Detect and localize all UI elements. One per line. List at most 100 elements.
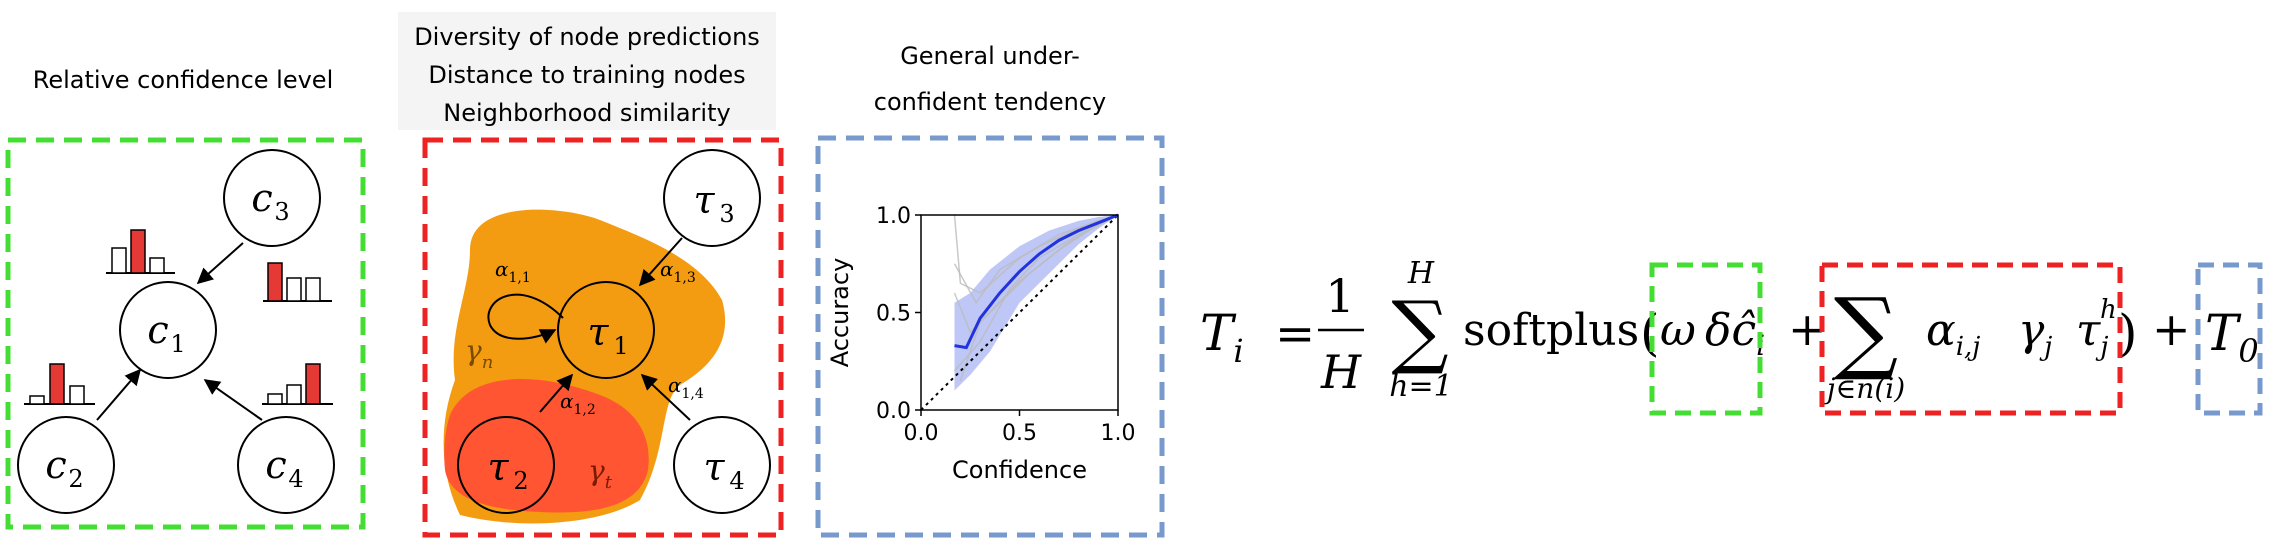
node-c3-sub: 3 [274, 198, 289, 226]
grey-curve-4 [959, 214, 1119, 381]
y-tick-label-2: 1.0 [876, 204, 911, 229]
x-tick-label-0: 0.0 [904, 421, 939, 446]
histogram-c4 [262, 363, 333, 405]
panel-underconfident: General under- confident tendency 0.00.0… [815, 42, 1165, 538]
svg-text:c: c [251, 176, 272, 220]
formula-alpha: αi,j [1926, 305, 1980, 362]
edge-c3-c1 [196, 242, 244, 285]
panel3-title-line1: General under- [900, 42, 1080, 70]
x-tick-label-1: 0.5 [1002, 421, 1037, 446]
svg-text:τ: τ [587, 310, 609, 354]
region-label-gamma-n: γn [465, 334, 493, 373]
svg-text:4: 4 [288, 465, 303, 493]
node-tau3-sub: 3 [719, 200, 734, 228]
svg-text:τ: τ [487, 445, 509, 489]
edge-label-alpha-12: α1,2 [560, 389, 596, 418]
node-tau3: τ 3 [663, 149, 761, 247]
svg-text:τ: τ [693, 178, 715, 222]
x-axis-label: Confidence [952, 456, 1087, 484]
panel1-title: Relative confidence level [33, 66, 334, 94]
y-tick-label-0: 0.0 [876, 399, 911, 424]
edge-tau3-tau1 [638, 237, 683, 287]
formula-tau-sup: h [2100, 295, 2117, 325]
formula-lhs: Ti [1200, 304, 1244, 370]
panel2-title-line1: Diversity of node predictions [414, 23, 760, 51]
panel-diversity: Diversity of node predictions Distance t… [398, 12, 784, 538]
panel3-dashed-box [815, 135, 1165, 538]
node-c2-sub: 2 [68, 465, 83, 493]
grey-curve-3 [953, 214, 1119, 305]
node-tau4: τ 4 [673, 416, 771, 514]
formula-frac-num: 1 [1325, 269, 1354, 323]
formula: Ti = 1 H H ∑ h=1 softplus ( ω δĉi + ∑ j∈… [1200, 256, 2263, 416]
formula-plus2: + [2152, 302, 2191, 356]
formula-sum2-sigma: ∑ [1834, 279, 1898, 384]
edge-label-alpha-13: α1,3 [660, 257, 696, 286]
node-tau4-sub: 4 [729, 467, 744, 495]
edge-label-alpha-14: α1,4 [668, 373, 704, 402]
svg-text:4: 4 [729, 467, 744, 495]
panel2-title-line3: Neighborhood similarity [443, 99, 730, 127]
node-c4-base: c [265, 443, 286, 487]
svg-text:1: 1 [613, 332, 628, 360]
panel-relative-confidence: Relative confidence level c 1 c 2 c 3 c … [5, 66, 366, 530]
panel2-title-background [398, 12, 776, 130]
formula-softplus: softplus [1463, 305, 1639, 356]
mean-calibration-curve [954, 213, 1119, 350]
edge-c2-c1 [96, 368, 142, 421]
svg-text:3: 3 [274, 198, 289, 226]
node-tau2-sub: 2 [513, 467, 528, 495]
node-tau3-base: τ [693, 178, 715, 222]
node-c4-sub: 4 [288, 465, 303, 493]
histogram-c2 [24, 363, 95, 405]
calibration-chart: 0.00.0 0.5 0.5 1.0 1.0 Confidence Accuracy [826, 204, 1136, 484]
formula-delta: δĉi [1705, 305, 1765, 362]
svg-text:c: c [265, 443, 286, 487]
region-label-gamma-t: γt [588, 454, 613, 493]
inner-training-region [444, 379, 649, 513]
node-c1-base: c [147, 308, 168, 352]
svg-text:τ: τ [703, 445, 725, 489]
svg-text:2: 2 [68, 465, 83, 493]
formula-box-blue [2195, 262, 2263, 416]
node-tau2-base: τ [487, 445, 509, 489]
node-c1-sub: 1 [170, 330, 185, 358]
formula-omega: ω [1660, 305, 1696, 356]
formula-equals: = [1275, 306, 1315, 362]
perfect-calibration-diagonal [920, 214, 1119, 411]
node-c1: c 1 [119, 281, 217, 379]
node-c2: c 2 [17, 416, 115, 514]
x-tick-label-2: 1.0 [1101, 421, 1136, 446]
chart-frame [920, 214, 1119, 411]
node-c4: c 4 [237, 416, 335, 514]
svg-text:c: c [45, 443, 66, 487]
formula-rparen: ) [2118, 304, 2138, 362]
node-c3: c 3 [223, 149, 321, 247]
svg-text:c: c [147, 308, 168, 352]
formula-sum1-sigma: ∑ [1391, 284, 1448, 377]
self-loop-tau1 [487, 293, 564, 344]
edge-tau4-tau1 [640, 373, 691, 421]
node-c3-base: c [251, 176, 272, 220]
formula-frac-den: H [1320, 345, 1362, 399]
y-axis-label: Accuracy [826, 258, 854, 368]
node-tau1: τ 1 [557, 281, 655, 379]
svg-text:3: 3 [719, 200, 734, 228]
edge-c4-c1 [203, 379, 263, 421]
formula-gamma: γj [2018, 305, 2052, 362]
svg-text:2: 2 [513, 467, 528, 495]
edge-label-alpha-11: α1,1 [495, 257, 531, 286]
panel3-title-line2: confident tendency [874, 88, 1106, 116]
panel2-dashed-box [422, 137, 784, 538]
node-c2-base: c [45, 443, 66, 487]
formula-sum2-bottom: j∈n(i) [1821, 372, 1905, 405]
y-tick-label-1: 0.5 [876, 302, 911, 327]
edge-tau2-tau1 [539, 373, 574, 413]
formula-t0: T0 [2205, 304, 2259, 370]
formula-box-green [1649, 262, 1763, 416]
panel2-title-line2: Distance to training nodes [428, 61, 745, 89]
formula-sum1-bottom: h=1 [1389, 369, 1453, 404]
node-tau1-sub: 1 [613, 332, 628, 360]
grey-curve-2 [953, 214, 1119, 372]
